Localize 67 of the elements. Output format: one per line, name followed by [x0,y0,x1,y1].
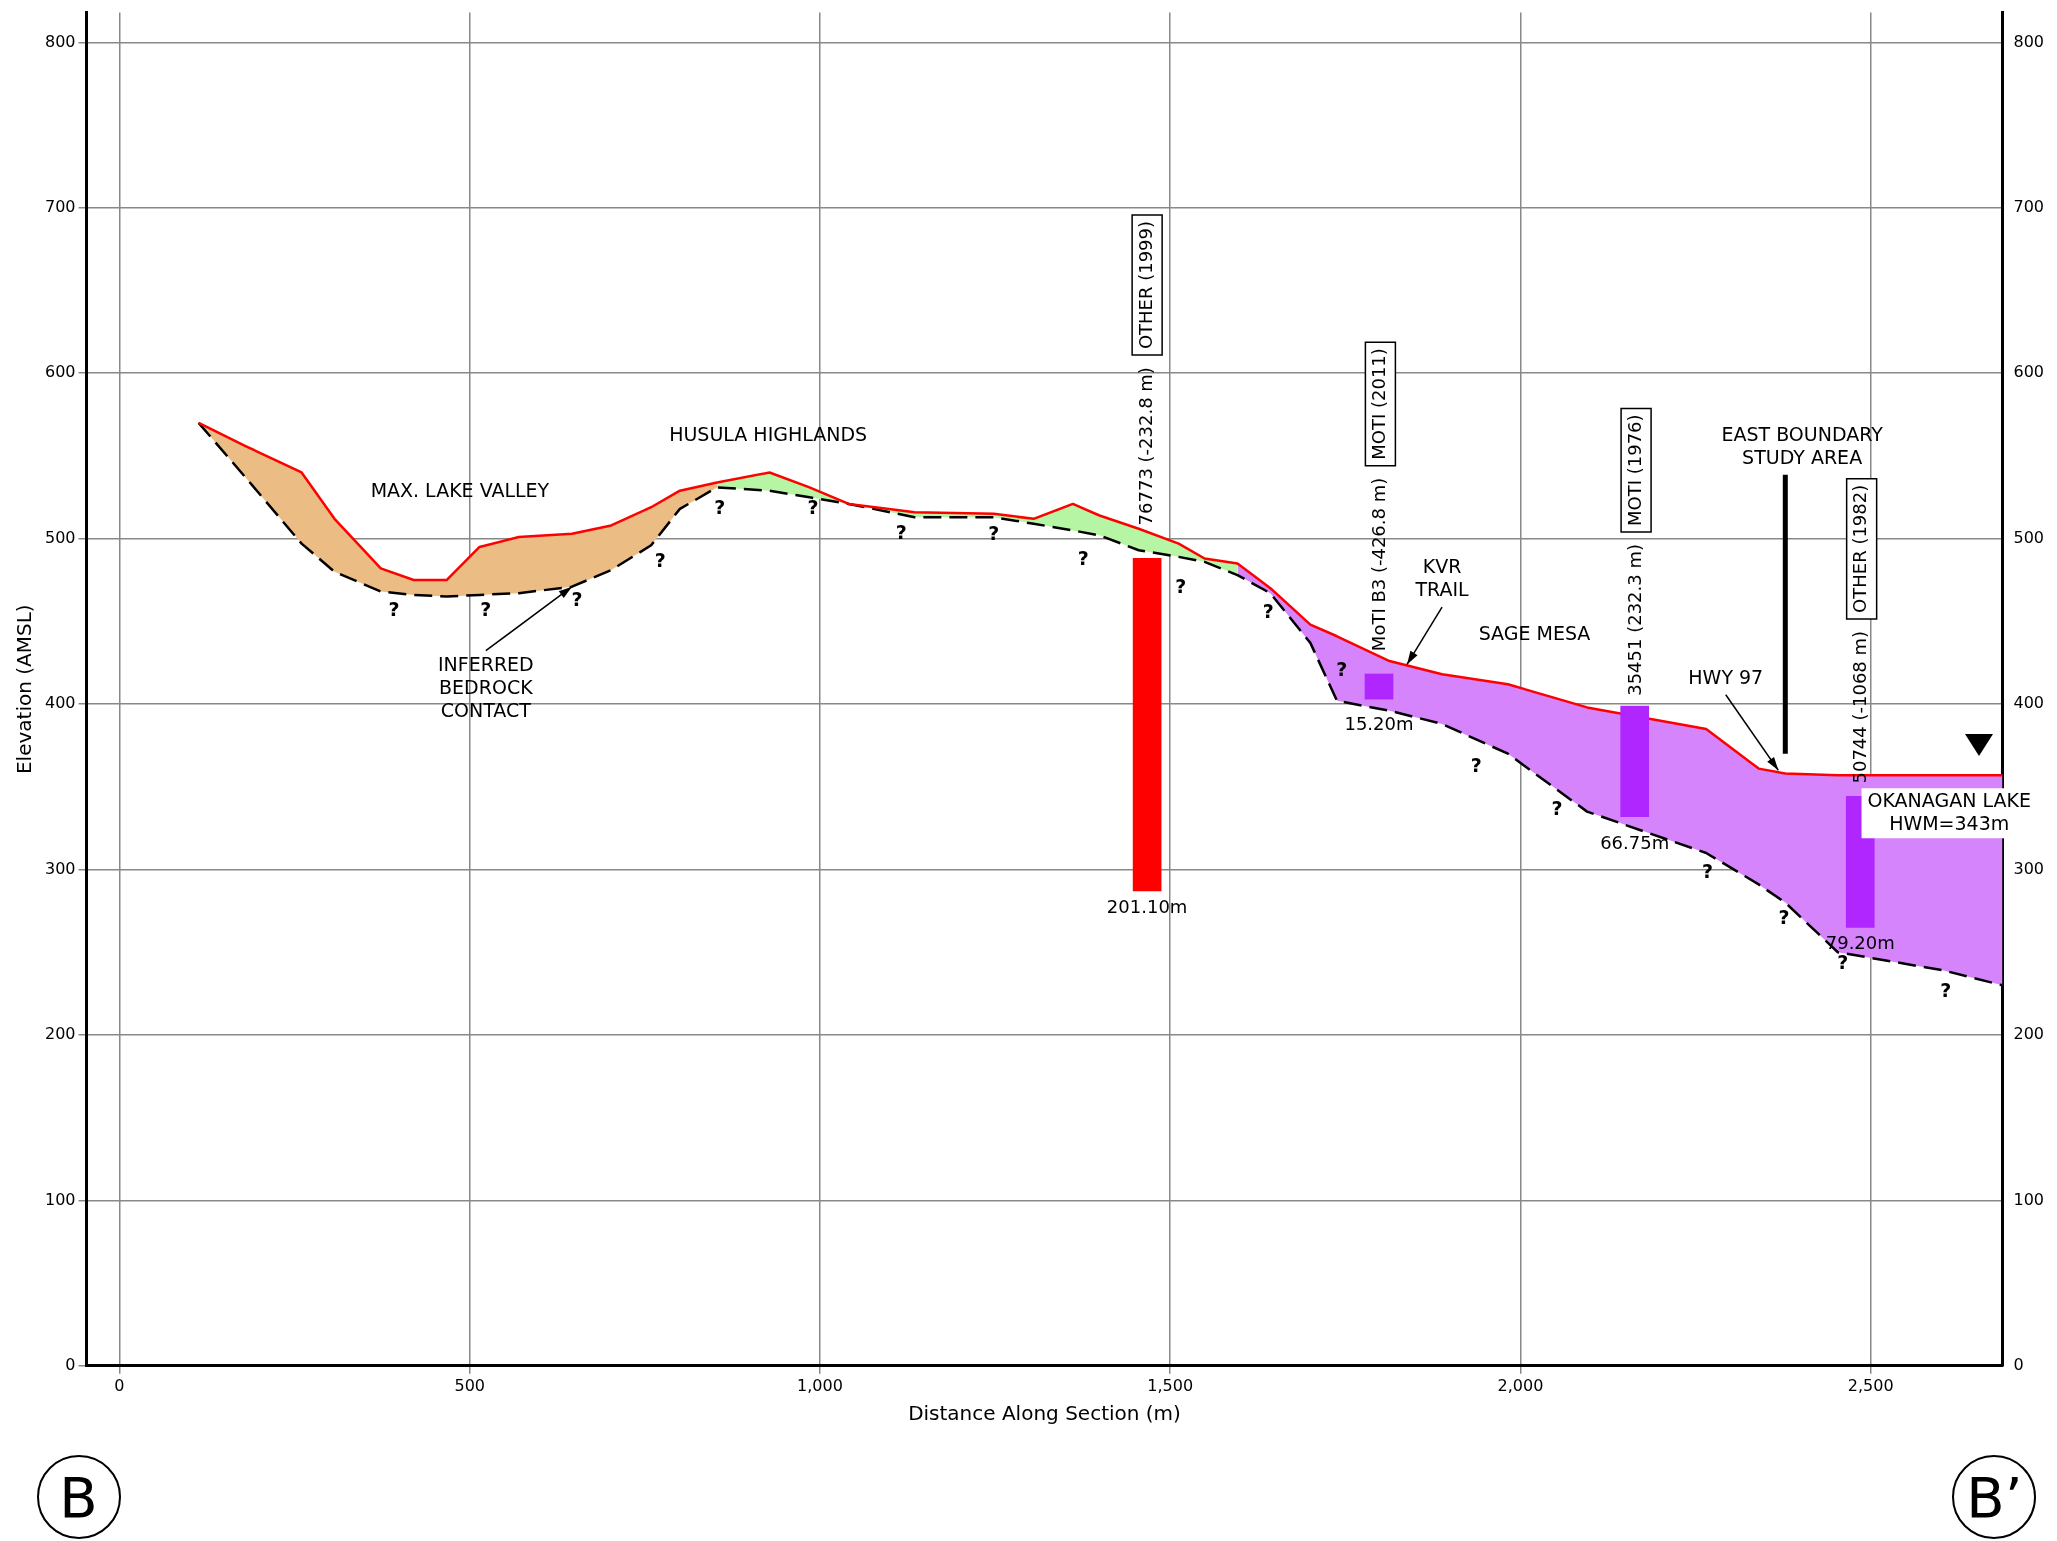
annotation: ? [1336,657,1348,680]
y2-tick-label: 0 [2013,1354,2024,1374]
y-axis-title: Elevation (AMSL) [12,604,37,775]
y2-tick-label: 300 [2013,858,2045,878]
annotation: ? [1470,753,1482,776]
annotation: ? [1175,575,1187,598]
annotation: 76773 (-232.8 m) [1134,367,1156,526]
annotation: ? [895,520,907,543]
annotation: ? [1551,796,1563,819]
annotation: ? [1940,978,1952,1001]
y-tick-label: 400 [44,693,76,713]
annotation: KVR TRAIL [1414,555,1470,601]
y-tick-label: 300 [44,858,76,878]
y2-tick-label: 800 [2013,31,2045,51]
annotation: MOTI (2011) [1368,348,1390,460]
x-tick-label: 0 [114,1375,125,1395]
bar [1132,558,1162,892]
y-tick-label: 0 [65,1354,76,1374]
annotation: MOTI (1976) [1623,414,1645,526]
y-tick-label: 800 [44,31,76,51]
y-tick-label: 100 [44,1189,76,1209]
annotation: ? [807,495,819,518]
x-tick-label: 1,500 [1147,1375,1194,1395]
y-tick-label: 600 [44,362,76,382]
x-tick-label: 2,000 [1497,1375,1544,1395]
y2-tick-label: 700 [2013,196,2045,216]
annotation: ? [988,522,1000,545]
data-label: 66.75m [1600,832,1670,854]
annotation: ? [654,548,666,571]
data-label: 15.20m [1344,712,1414,734]
annotation: ? [1077,547,1089,570]
annotation: EAST BOUNDARY STUDY AREA [1721,423,1884,469]
annotation: OTHER (1999) [1134,220,1156,350]
x-tick-label: 1,000 [797,1375,843,1395]
annotation: 50744 (-1068 m) [1849,630,1871,784]
y-tick-label: 200 [44,1024,76,1044]
annotation: INFERRED BEDROCK CONTACT [437,653,534,722]
annotation: ? [388,598,400,621]
y-tick-label: 500 [44,527,76,547]
annotation: SAGE MESA [1478,621,1591,644]
annotation: OKANAGAN LAKE HWM=343m [1867,788,2031,834]
bar [1364,673,1394,700]
annotation: MAX. LAKE VALLEY [370,479,550,502]
annotation: 35451 (232.3 m) [1623,543,1645,696]
annotation: MoTI B3 (-426.8 m) [1368,477,1390,652]
x-tick-label: 500 [454,1375,485,1395]
annotation: ? [571,588,583,611]
annotation: HWY 97 [1688,666,1764,689]
annotation: ? [714,495,726,518]
y-tick-label: 700 [44,196,76,216]
annotation: ? [1702,859,1714,882]
x-tick-label: 2,500 [1847,1375,1894,1395]
y2-tick-label: 100 [2013,1189,2045,1209]
y2-tick-label: 400 [2013,693,2045,713]
annotation: ? [480,598,492,621]
text: B’ [1952,1455,2037,1539]
x-axis-title: Distance Along Section (m) [908,1401,1181,1426]
annotation: OTHER (1982) [1849,484,1871,613]
annotation: ? [1262,600,1274,623]
annotation: ? [1778,906,1790,929]
y2-tick-label: 600 [2013,362,2045,382]
annotation: HUSULA HIGHLANDS [669,423,868,446]
text: B [36,1455,121,1539]
bar [1620,705,1650,817]
y2-tick-label: 200 [2013,1024,2045,1044]
data-label: 201.10m [1106,895,1188,917]
y2-tick-label: 500 [2013,527,2045,547]
